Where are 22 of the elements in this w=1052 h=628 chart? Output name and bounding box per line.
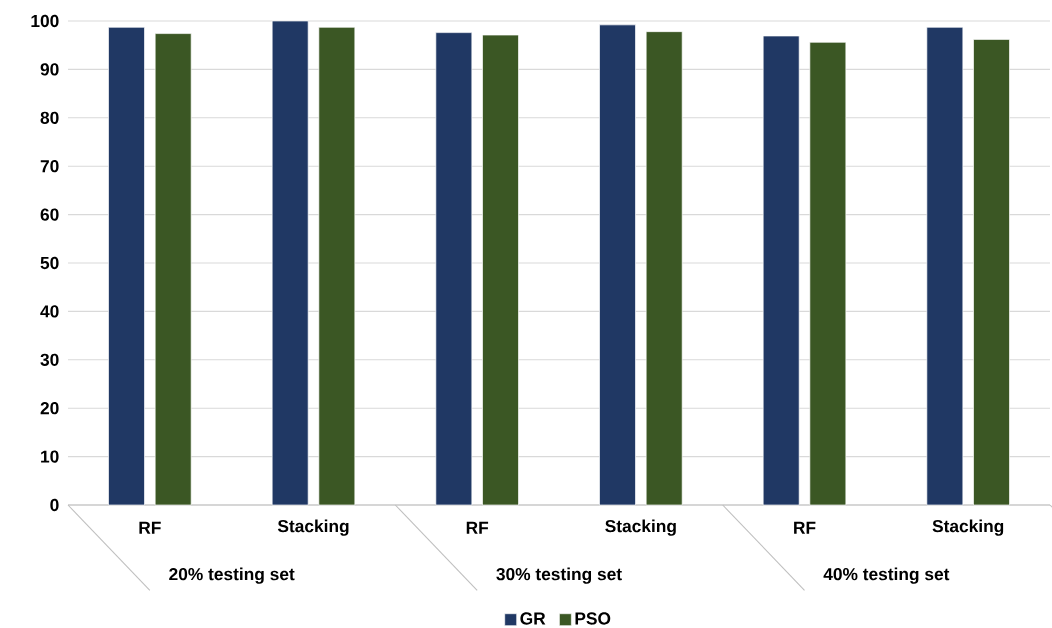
y-tick-label: 20 (40, 402, 59, 415)
legend-label: PSO (575, 612, 611, 625)
y-tick-label: 40 (40, 305, 59, 318)
x-tick-label: Stacking (605, 519, 676, 536)
y-tick-label: 80 (40, 111, 59, 124)
x-tick-label: Stacking (277, 519, 349, 536)
y-tick-label: 10 (41, 450, 59, 463)
x-tick-label: RF (794, 521, 816, 534)
y-tick-label: 90 (40, 63, 59, 76)
y-tick-label: 70 (40, 160, 59, 173)
x-tick-label: RF (466, 521, 489, 534)
text: 20% testing set (169, 567, 295, 584)
x-tick-label: RF (139, 521, 161, 534)
y-tick-label: 0 (50, 498, 59, 512)
text: 40% testing set (823, 567, 950, 584)
y-tick-label: 50 (40, 256, 59, 270)
y-tick-label: 60 (40, 208, 59, 221)
y-tick-label: 100 (31, 14, 59, 28)
y-tick-label: 30 (40, 353, 59, 366)
text: 30% testing set (496, 567, 622, 584)
legend-label: GR (520, 612, 546, 625)
x-tick-label: Stacking (932, 519, 1004, 536)
